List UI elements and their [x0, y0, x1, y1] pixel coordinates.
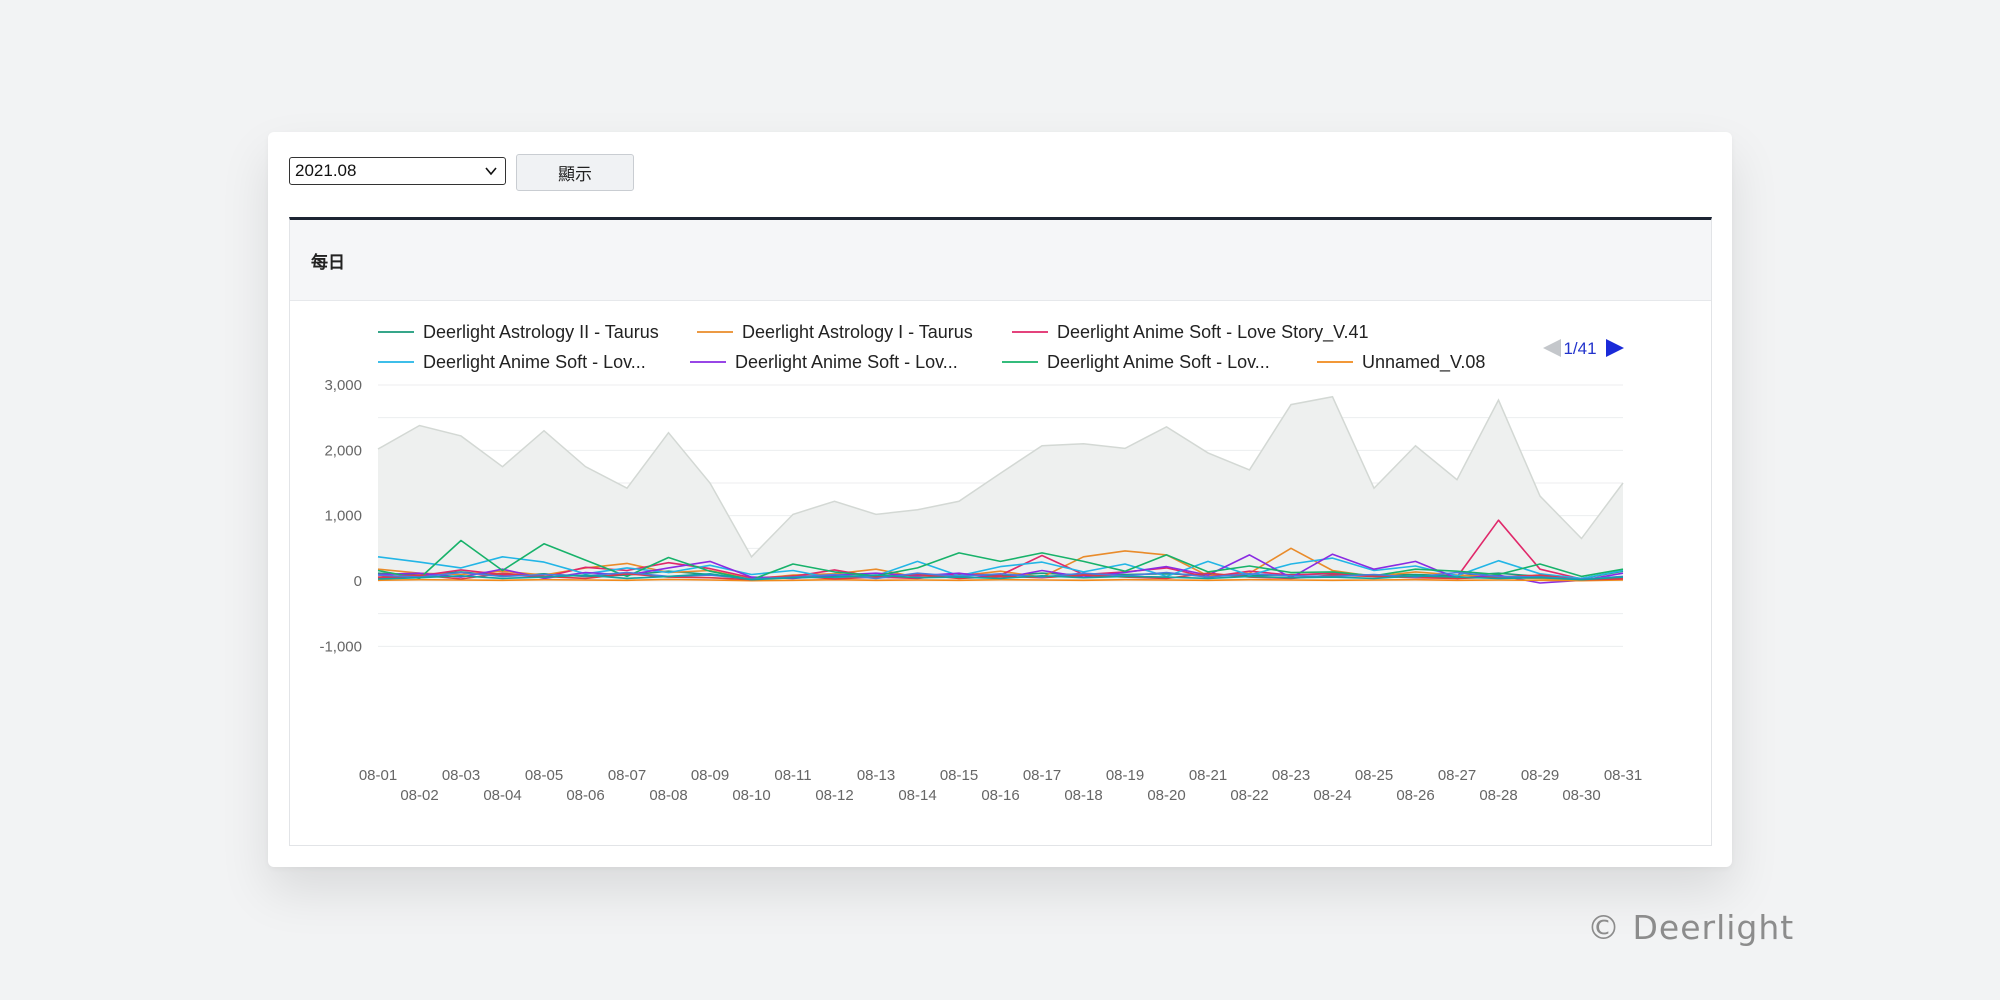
- y-tick-label: 2,000: [324, 442, 362, 459]
- legend-next-icon[interactable]: [1606, 339, 1624, 357]
- x-tick-label: 08-01: [359, 767, 397, 784]
- legend-item-label: Deerlight Anime Soft - Lov...: [423, 352, 646, 372]
- x-tick-label: 08-10: [732, 787, 770, 804]
- series-line-4: [377, 556, 1624, 580]
- x-tick-label: 08-18: [1064, 787, 1102, 804]
- x-tick-label: 08-13: [857, 767, 895, 784]
- report-card: 2021.08 顯示 每日 -1,000 0 1,000 2,000 3,000 08-0…: [268, 132, 1732, 867]
- x-tick-label: 08-20: [1147, 787, 1185, 804]
- daily-panel: 每日 -1,000 0 1,000 2,000 3,000 08-01 08-02 08-03…: [289, 217, 1712, 846]
- x-tick-label: 08-30: [1562, 787, 1600, 804]
- month-select[interactable]: 2021.08: [289, 157, 506, 185]
- x-tick-label: 08-29: [1521, 767, 1559, 784]
- x-tick-label: 08-05: [525, 767, 563, 784]
- x-tick-label: 08-15: [940, 767, 978, 784]
- legend-item-label: Deerlight Anime Soft - Lov...: [1047, 352, 1270, 372]
- x-tick-label: 08-21: [1189, 767, 1227, 784]
- y-tick-label: 3,000: [324, 377, 362, 394]
- x-tick-label: 08-27: [1438, 767, 1476, 784]
- x-tick-label: 08-08: [649, 787, 687, 804]
- x-tick-label: 08-14: [898, 787, 936, 804]
- series-line-10: [377, 573, 1624, 581]
- x-tick-label: 08-09: [691, 767, 729, 784]
- legend-item-label: Deerlight Astrology I - Taurus: [742, 322, 973, 342]
- x-tick-label: 08-19: [1106, 767, 1144, 784]
- legend-item-label: Deerlight Anime Soft - Love Story_V.41: [1057, 322, 1369, 343]
- x-tick-label: 08-16: [981, 787, 1019, 804]
- x-tick-label: 08-02: [400, 787, 438, 804]
- legend-item-label: Deerlight Anime Soft - Lov...: [735, 352, 958, 372]
- x-tick-label: 08-25: [1355, 767, 1393, 784]
- y-tick-label: -1,000: [319, 638, 362, 655]
- x-tick-label: 08-26: [1396, 787, 1434, 804]
- series-line-6: [377, 539, 1624, 581]
- panel-title: 每日: [290, 220, 1711, 301]
- legend-pager-text: 1/41: [1563, 339, 1596, 358]
- legend-item-label: Deerlight Astrology II - Taurus: [423, 322, 659, 342]
- x-tick-label: 08-07: [608, 767, 646, 784]
- x-tick-label: 08-31: [1604, 767, 1642, 784]
- legend-prev-icon: [1543, 339, 1561, 357]
- x-tick-label: 08-23: [1272, 767, 1310, 784]
- daily-line-chart: -1,00001,0002,0003,00008-0108-0208-0308-…: [319, 322, 1642, 804]
- x-tick-label: 08-24: [1313, 787, 1351, 804]
- month-select-value: 2021.08: [295, 161, 357, 180]
- total-area: [378, 396, 1623, 581]
- x-tick-label: 08-03: [442, 767, 480, 784]
- total-line: [377, 395, 1624, 559]
- x-tick-label: 08-04: [483, 787, 521, 804]
- y-tick-label: 1,000: [324, 508, 362, 525]
- x-tick-label: 08-11: [774, 767, 811, 784]
- x-tick-label: 08-17: [1023, 767, 1061, 784]
- x-tick-label: 08-06: [566, 787, 604, 804]
- show-button[interactable]: 顯示: [516, 154, 634, 191]
- y-tick-label: 0: [354, 573, 362, 590]
- x-tick-label: 08-28: [1479, 787, 1517, 804]
- legend-item-label: Unnamed_V.08: [1362, 352, 1485, 373]
- copyright-watermark: © Deerlight: [1587, 908, 1795, 947]
- x-tick-label: 08-12: [815, 787, 853, 804]
- chevron-down-icon: [485, 167, 497, 176]
- x-tick-label: 08-22: [1230, 787, 1268, 804]
- series-line-7: [377, 578, 1624, 582]
